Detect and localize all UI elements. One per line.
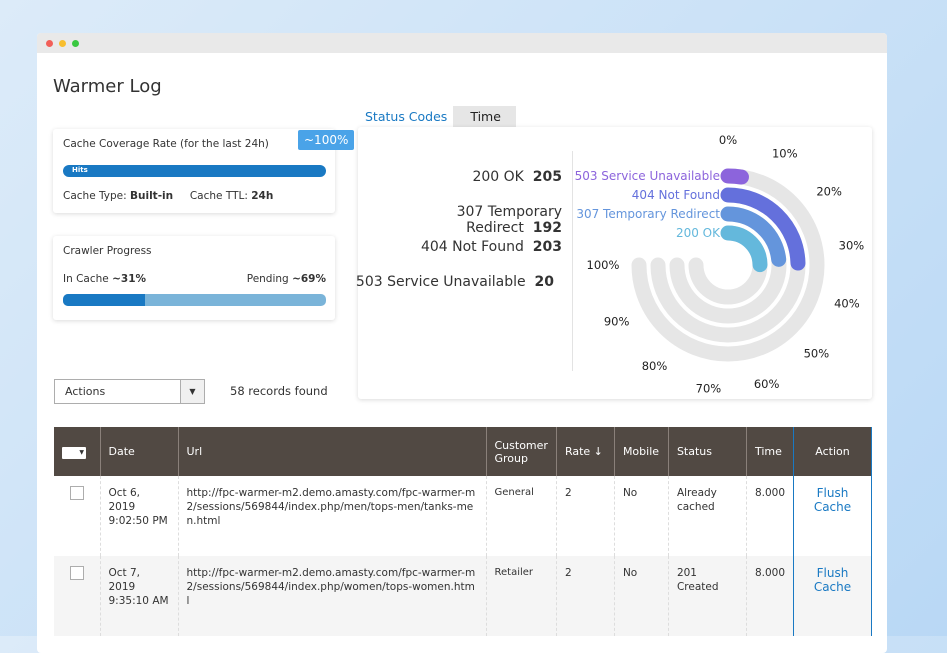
tick-label: 30% <box>839 238 865 252</box>
cell-group: Retailer <box>485 556 557 636</box>
status-row-200: 200 OK 205 <box>472 169 562 185</box>
coverage-bar: Hits <box>63 165 326 177</box>
status-row-404: 404 Not Found 203 <box>420 239 562 255</box>
page-title: Warmer Log <box>53 76 162 97</box>
header-date[interactable]: Date <box>99 427 178 476</box>
cell-time: 8.000 <box>745 556 794 636</box>
close-dot-icon[interactable] <box>46 39 53 47</box>
cell-mobile: No <box>613 556 669 636</box>
header-url[interactable]: Url <box>177 427 486 476</box>
ring-label: 200 OK <box>676 226 721 240</box>
tick-label: 70% <box>696 381 722 395</box>
row-checkbox[interactable] <box>69 486 84 500</box>
divider <box>572 151 573 371</box>
chevron-down-icon[interactable]: ▼ <box>180 380 204 403</box>
cell-status: Already cached <box>667 476 747 556</box>
cell-date: Oct 6, 2019 9:02:50 PM <box>99 476 178 556</box>
cell-status: 201 Created <box>667 556 747 636</box>
crawler-bar <box>63 294 326 306</box>
table-header: ▼ Date Url Customer Group Rate ↓ Mobile … <box>54 427 872 476</box>
header-action: Action <box>793 427 872 476</box>
radial-chart: 200 OK 307 Temporary Redirect 404 Not Foun… <box>575 133 865 395</box>
status-row-307: 307 Temporary Redirect 192 <box>456 204 562 236</box>
cell-rate: 2 <box>555 556 615 636</box>
tick-label: 50% <box>804 346 830 360</box>
tick-label: 40% <box>834 297 860 311</box>
table-row: Oct 6, 2019 9:02:50 PM http://fpc-warmer… <box>54 476 872 556</box>
chart-tabs: Status Codes Time <box>359 106 517 128</box>
header-time[interactable]: Time <box>745 427 794 476</box>
ring-bar-200[interactable] <box>720 225 768 273</box>
coverage-bar-label: Hits <box>72 166 88 174</box>
tick-label: 90% <box>604 315 630 329</box>
tick-label: 100% <box>587 258 620 272</box>
cell-date: Oct 7, 2019 9:35:10 AM <box>99 556 178 636</box>
row-checkbox[interactable] <box>69 566 84 580</box>
pending: Pending ~69% <box>246 273 326 285</box>
tick-label: 80% <box>642 359 668 373</box>
flush-cache-link[interactable]: Flush Cache <box>793 556 872 636</box>
ring-bar-503[interactable] <box>720 168 749 185</box>
in-cache: In Cache ~31% <box>63 273 147 285</box>
coverage-card: Cache Coverage Rate (for the last 24h) ~… <box>53 129 355 213</box>
coverage-title: Cache Coverage Rate (for the last 24h) <box>63 138 269 150</box>
title-bar <box>37 33 887 53</box>
flush-cache-link[interactable]: Flush Cache <box>793 476 872 556</box>
cell-url: http://fpc-warmer-m2.demo.amasty.com/fpc… <box>177 476 486 556</box>
actions-select[interactable]: Actions ▼ <box>54 379 205 404</box>
cell-group: General <box>485 476 557 556</box>
minimize-dot-icon[interactable] <box>59 39 66 47</box>
crawler-title: Crawler Progress <box>63 245 152 257</box>
ring-label: 503 Service Unavailable <box>575 169 720 183</box>
header-rate[interactable]: Rate ↓ <box>555 427 615 476</box>
ring-bar-404[interactable] <box>720 187 806 271</box>
header-group[interactable]: Customer Group <box>485 427 557 476</box>
tick-label: 0% <box>719 133 737 147</box>
tick-label: 60% <box>754 377 780 391</box>
ring-bar-307[interactable] <box>720 206 787 267</box>
crawler-bar-fill <box>63 294 145 306</box>
tick-label: 10% <box>772 147 798 161</box>
records-count: 58 records found <box>230 384 328 398</box>
ring-label: 307 Temporary Redirect <box>576 207 720 221</box>
crawler-card: Crawler Progress In Cache ~31% Pending ~… <box>53 236 335 320</box>
cell-url: http://fpc-warmer-m2.demo.amasty.com/fpc… <box>177 556 486 636</box>
status-row-503: 503 Service Unavailable 20 <box>355 274 554 290</box>
maximize-dot-icon[interactable] <box>72 39 79 47</box>
header-mobile[interactable]: Mobile <box>613 427 669 476</box>
tab-status-codes[interactable]: Status Codes <box>359 106 454 128</box>
ring-track <box>631 168 825 362</box>
header-status[interactable]: Status <box>667 427 747 476</box>
coverage-badge: ~100% <box>298 130 355 150</box>
app-window: Warmer Log Cache Coverage Rate (for the … <box>37 33 887 653</box>
tick-label: 20% <box>816 185 842 199</box>
tab-time[interactable]: Time <box>453 106 517 128</box>
ring-label: 404 Not Found <box>632 188 720 202</box>
warmer-log-table: ▼ Date Url Customer Group Rate ↓ Mobile … <box>54 427 872 636</box>
cache-type: Cache Type: Built-in Cache TTL: 24h <box>63 190 274 202</box>
cell-time: 8.000 <box>745 476 794 556</box>
cell-mobile: No <box>613 476 669 556</box>
mass-select-icon[interactable]: ▼ <box>62 447 86 459</box>
cell-rate: 2 <box>555 476 615 556</box>
actions-label: Actions <box>65 385 106 398</box>
table-row: Oct 7, 2019 9:35:10 AM http://fpc-warmer… <box>54 556 872 636</box>
select-all-header[interactable]: ▼ <box>54 427 100 476</box>
